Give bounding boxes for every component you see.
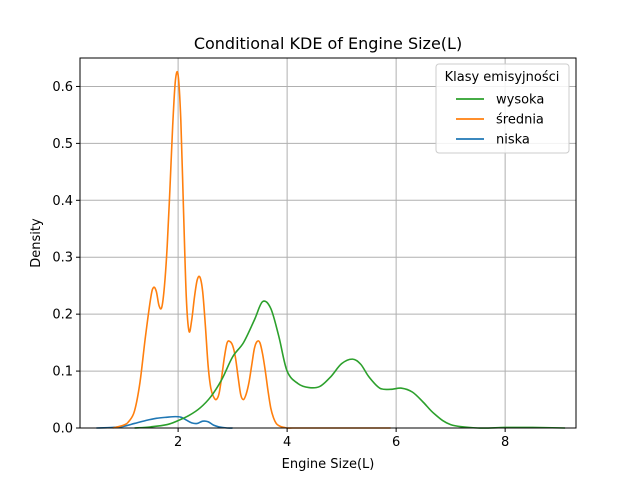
x-axis-label: Engine Size(L) — [282, 457, 375, 472]
series-line-wysoka — [134, 300, 566, 429]
y-tick-label: 0.3 — [52, 251, 73, 266]
y-tick-label: 0.0 — [52, 422, 73, 437]
x-axis-ticks: 2 4 6 8 — [174, 428, 509, 450]
legend-title: Klasy emisyjności — [445, 70, 560, 85]
legend-box — [435, 63, 570, 154]
series-line-srednia — [112, 70, 391, 429]
y-axis-ticks: 0.0 0.1 0.2 0.3 0.4 0.5 0.6 — [52, 80, 80, 437]
legend-label-wysoka: wysoka — [496, 93, 544, 108]
y-tick-label: 0.4 — [52, 194, 73, 209]
legend-label-niska: niska — [496, 133, 530, 148]
y-tick-label: 0.5 — [52, 137, 73, 152]
y-tick-label: 0.6 — [52, 80, 73, 95]
y-tick-label: 0.2 — [52, 308, 73, 323]
x-tick-label: 2 — [174, 435, 182, 450]
plot-frame — [79, 57, 577, 429]
x-tick-label: 4 — [283, 435, 291, 450]
legend: Klasy emisyjności wysoka średnia niska — [435, 63, 570, 154]
y-axis-label: Density — [29, 218, 44, 268]
x-tick-label: 8 — [501, 435, 509, 450]
y-tick-label: 0.1 — [52, 365, 73, 380]
legend-label-srednia: średnia — [496, 113, 544, 128]
chart-title: Conditional KDE of Engine Size(L) — [194, 34, 462, 53]
x-tick-label: 6 — [392, 435, 400, 450]
series-lines — [96, 70, 566, 429]
